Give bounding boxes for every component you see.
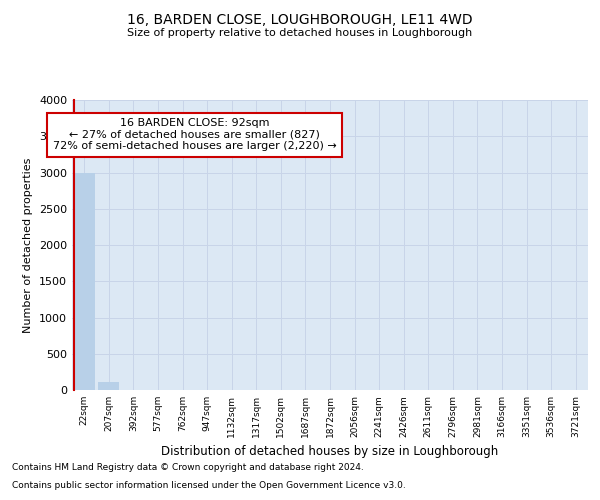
Text: 16, BARDEN CLOSE, LOUGHBOROUGH, LE11 4WD: 16, BARDEN CLOSE, LOUGHBOROUGH, LE11 4WD (127, 12, 473, 26)
Text: Contains public sector information licensed under the Open Government Licence v3: Contains public sector information licen… (12, 481, 406, 490)
Text: 16 BARDEN CLOSE: 92sqm
← 27% of detached houses are smaller (827)
72% of semi-de: 16 BARDEN CLOSE: 92sqm ← 27% of detached… (53, 118, 337, 152)
Text: Contains HM Land Registry data © Crown copyright and database right 2024.: Contains HM Land Registry data © Crown c… (12, 464, 364, 472)
Text: Size of property relative to detached houses in Loughborough: Size of property relative to detached ho… (127, 28, 473, 38)
X-axis label: Distribution of detached houses by size in Loughborough: Distribution of detached houses by size … (161, 446, 499, 458)
Bar (74, 172, 95, 390)
Y-axis label: Number of detached properties: Number of detached properties (23, 158, 34, 332)
Bar (98, 382, 119, 390)
